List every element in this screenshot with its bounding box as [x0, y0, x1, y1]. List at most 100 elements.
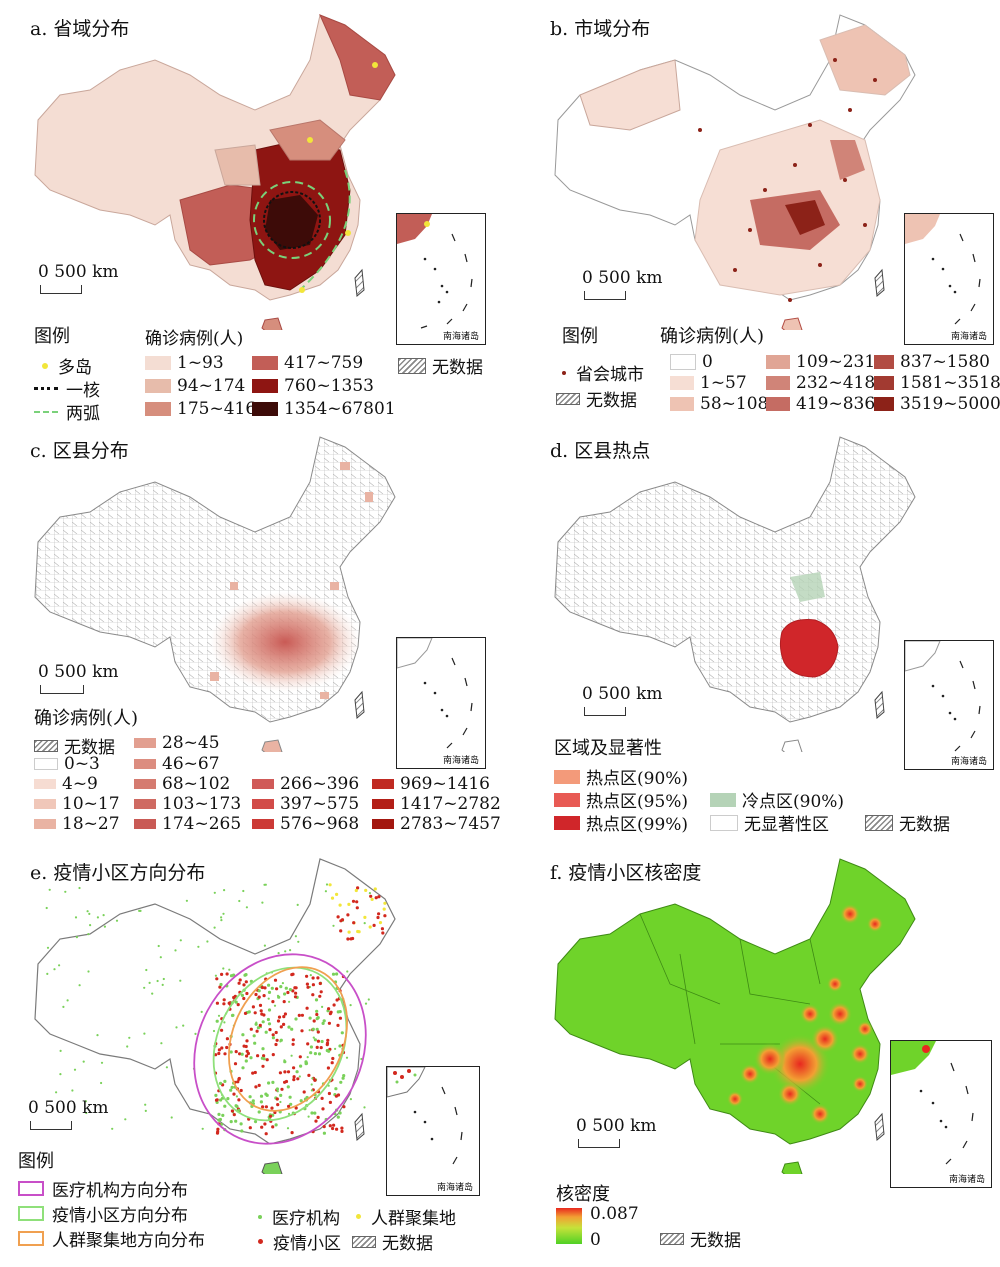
map-point	[249, 1056, 253, 1060]
map-point	[368, 892, 371, 895]
map-point	[286, 1127, 290, 1130]
map-point	[287, 1104, 291, 1108]
map-point	[229, 1120, 233, 1124]
map-point	[321, 1021, 325, 1025]
map-point	[305, 982, 309, 986]
map-point	[55, 1091, 58, 1094]
south-china-sea-inset: 南海诸岛	[386, 1066, 480, 1196]
legend-class-6: 1354~67801	[252, 399, 396, 419]
map-point	[316, 1039, 320, 1043]
legend-title: 图例	[562, 326, 598, 347]
map-point	[233, 1062, 238, 1066]
map-point	[263, 1122, 267, 1126]
map-point	[338, 1016, 342, 1020]
map-point	[355, 906, 359, 910]
legend-min: 0	[590, 1230, 601, 1250]
legend-class-7: 68~102	[134, 774, 230, 794]
legend-title: 区域及显著性	[554, 738, 662, 759]
legend-class-2: 4~9	[34, 774, 98, 794]
map-point	[338, 1044, 342, 1048]
map-point	[309, 974, 312, 977]
map-point	[291, 989, 295, 993]
map-point	[225, 1045, 229, 1050]
map-point	[255, 1029, 259, 1033]
map-point	[59, 1073, 62, 1076]
map-point	[294, 991, 298, 995]
map-point	[215, 1001, 219, 1005]
map-point	[299, 1099, 303, 1103]
map-point	[115, 919, 119, 922]
map-point	[293, 986, 297, 990]
map-point	[239, 1088, 243, 1093]
map-point	[316, 1030, 320, 1034]
inset-label: 南海诸岛	[950, 332, 987, 342]
map-point	[287, 1112, 291, 1115]
map-point	[296, 903, 299, 906]
map-point	[327, 1049, 331, 1053]
map-point	[139, 909, 142, 912]
map-point	[242, 983, 246, 987]
legend-class-1: 0	[670, 352, 713, 372]
map-point	[283, 1012, 287, 1016]
map-point	[213, 926, 216, 929]
map-point	[253, 1041, 257, 1045]
density-blob	[857, 1021, 873, 1037]
map-point	[269, 1114, 273, 1118]
map-point	[305, 974, 309, 978]
map-point	[279, 1100, 282, 1104]
map-point	[369, 894, 373, 898]
scale-label: 0 500 km	[28, 1098, 109, 1118]
map-point	[217, 1048, 221, 1052]
legend-class-5: 760~1353	[252, 376, 374, 396]
map-point	[223, 889, 226, 892]
legend-class-4: 417~759	[252, 353, 363, 373]
map-point	[262, 994, 266, 998]
map-point	[217, 1118, 221, 1122]
map-point	[302, 1090, 306, 1094]
map-point	[377, 895, 381, 899]
map-point	[290, 1054, 293, 1057]
legend-class-6: 46~67	[134, 754, 220, 774]
density-gradient-swatch	[556, 1208, 582, 1244]
map-point	[315, 1027, 319, 1031]
map-point	[271, 1053, 275, 1057]
map-point	[253, 1011, 257, 1015]
map-point	[335, 1127, 339, 1131]
map-point	[273, 978, 278, 982]
map-point	[165, 1066, 168, 1069]
map-point	[316, 1115, 320, 1119]
map-point	[271, 1080, 275, 1084]
legend-hot-95: 热点区(95%)	[554, 787, 688, 812]
map-point	[319, 1046, 323, 1050]
map-point	[252, 1034, 256, 1038]
map-point	[328, 1100, 332, 1104]
map-point	[241, 1066, 245, 1070]
map-point	[234, 1000, 238, 1004]
map-point	[240, 993, 244, 997]
legend-item-duodao: 多岛	[34, 353, 92, 378]
map-point	[279, 1025, 283, 1029]
map-point	[175, 1026, 178, 1029]
map-point	[214, 974, 217, 977]
map-point	[336, 915, 340, 919]
map-point	[311, 976, 315, 980]
scale-label: 0 500 km	[38, 662, 119, 682]
map-point	[304, 1060, 308, 1064]
map-point	[339, 1080, 343, 1084]
map-point	[335, 972, 339, 976]
scale-bar	[584, 707, 626, 716]
map-point	[100, 1061, 104, 1064]
map-point	[378, 921, 383, 925]
map-point	[354, 888, 358, 893]
density-blob	[778, 1082, 802, 1106]
map-point	[321, 1005, 324, 1008]
density-blob	[810, 1104, 830, 1124]
map-point	[103, 925, 106, 928]
map-point	[283, 992, 287, 996]
legend-nodata: 无数据	[352, 1229, 433, 1254]
map-point	[320, 1096, 324, 1100]
map-point	[306, 985, 310, 989]
city-map	[554, 14, 916, 330]
legend-class-9: 174~265	[134, 814, 241, 834]
map-point	[229, 1088, 233, 1092]
